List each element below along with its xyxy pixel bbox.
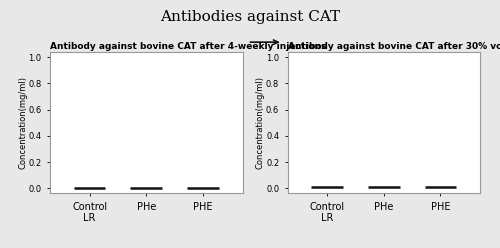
Text: Antibody against bovine CAT after 30% volume challenge: Antibody against bovine CAT after 30% vo… [288,42,500,51]
Y-axis label: Concentration(mg/ml): Concentration(mg/ml) [256,76,264,169]
Text: Antibody against bovine CAT after 4-weekly injections: Antibody against bovine CAT after 4-week… [50,42,326,51]
Y-axis label: Concentration(mg/ml): Concentration(mg/ml) [18,76,27,169]
Text: Antibodies against CAT: Antibodies against CAT [160,10,340,24]
